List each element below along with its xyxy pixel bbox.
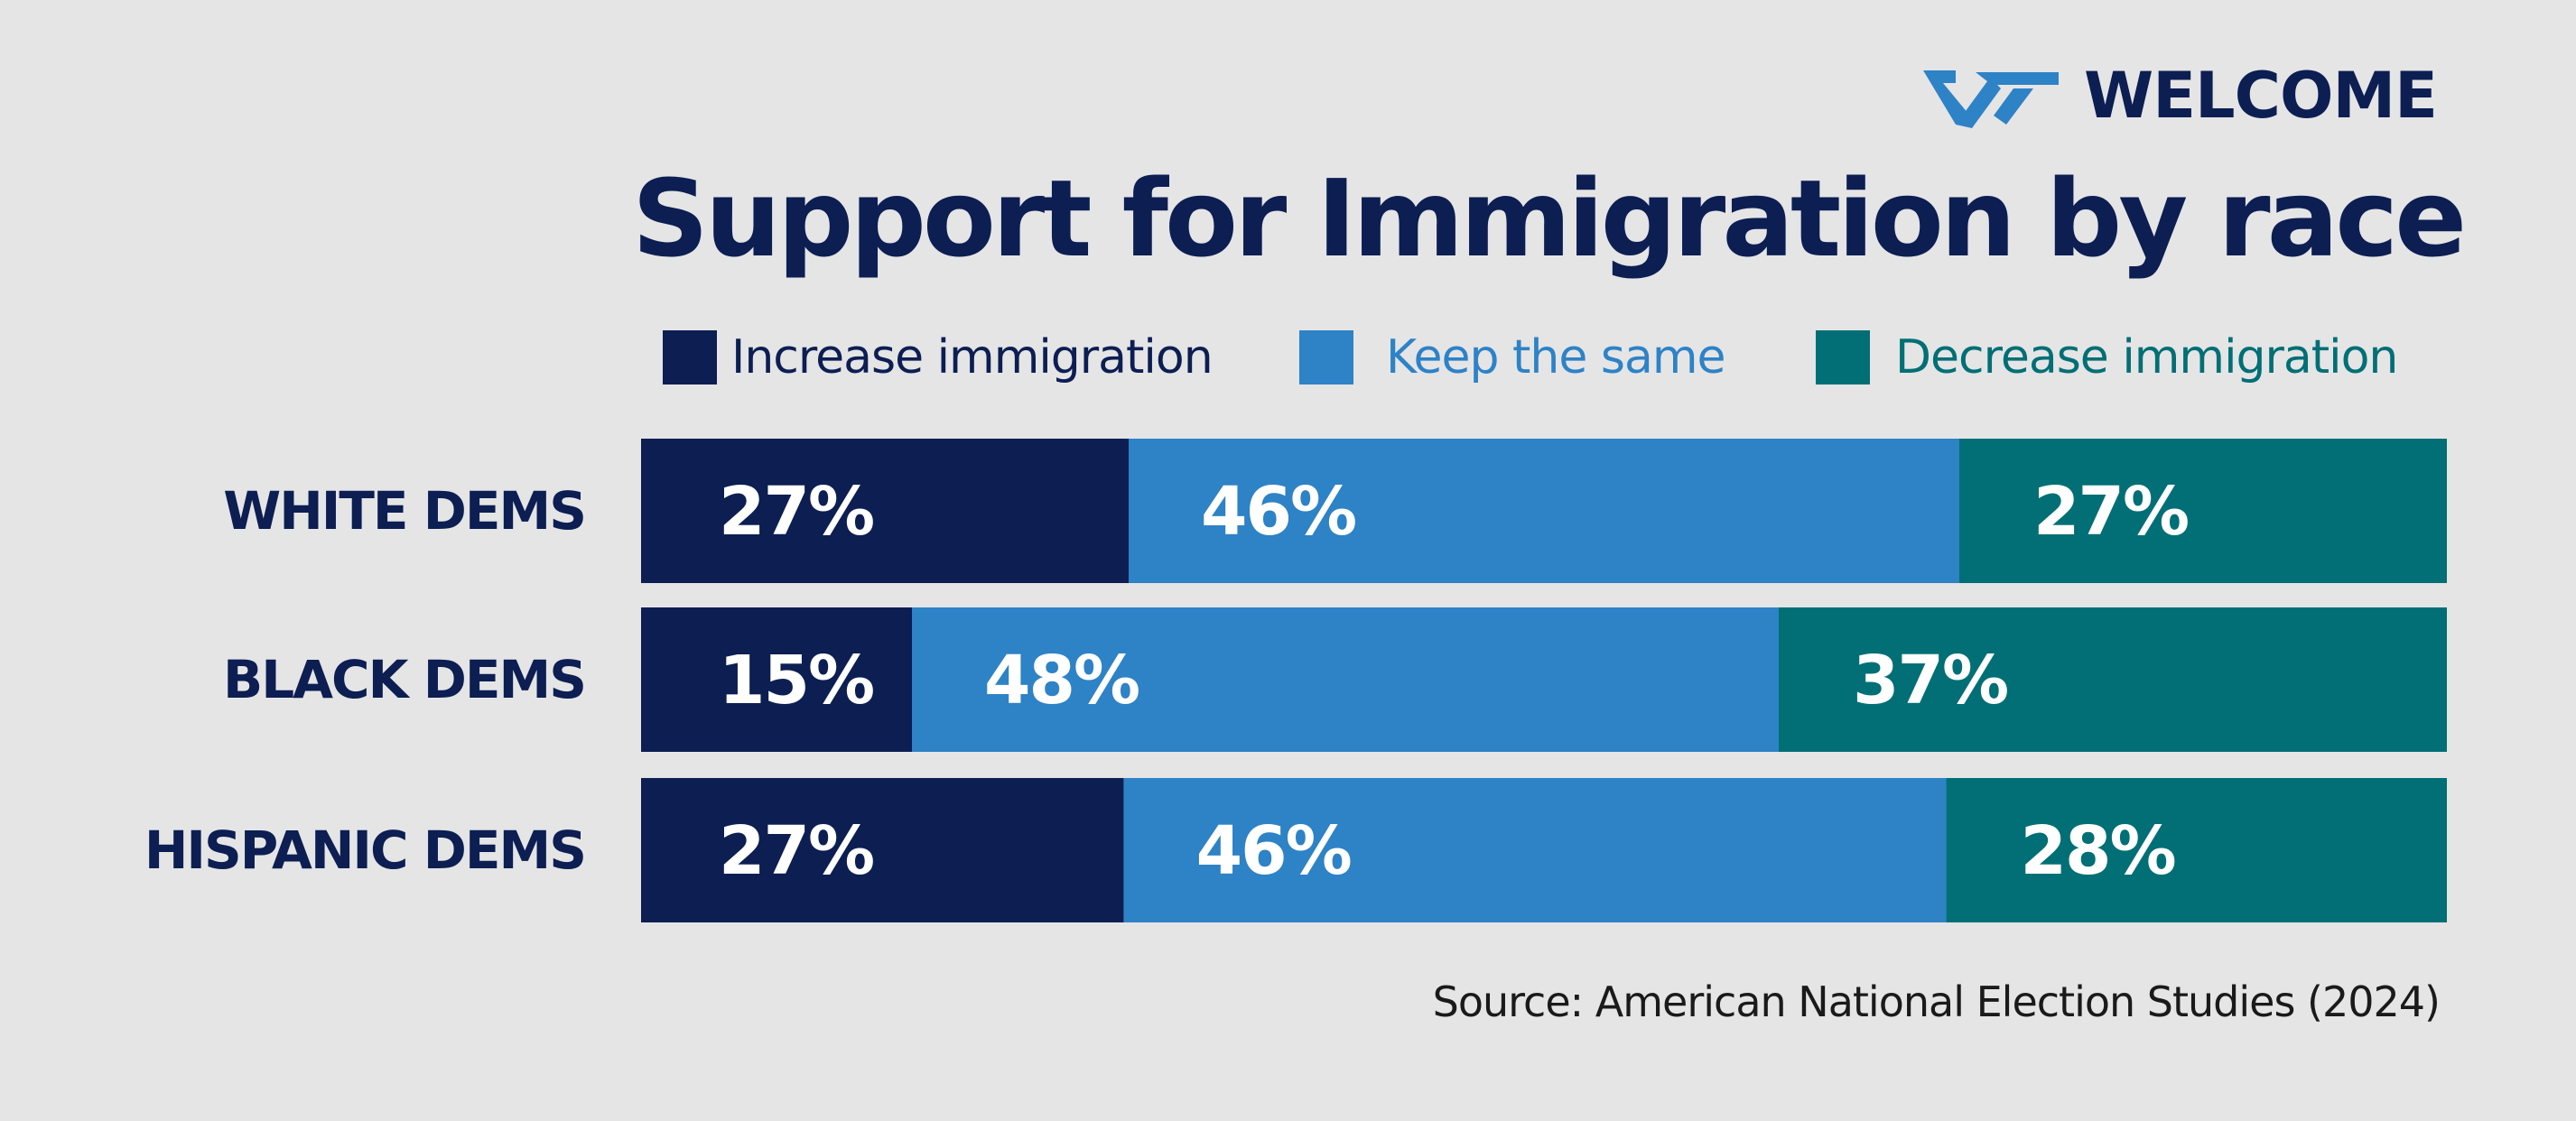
legend-swatch-decrease: [1816, 330, 1870, 384]
bar-segment: [912, 607, 1779, 752]
legend-swatch-keep: [1299, 330, 1353, 384]
bar-segment: [1946, 778, 2447, 922]
brand-logo: WELCOME: [1923, 59, 2438, 133]
data-label: 37%: [1853, 642, 2007, 719]
legend-label-keep: Keep the same: [1386, 330, 1726, 384]
data-label: 28%: [2021, 812, 2175, 890]
legend-label-increase: Increase immigration: [731, 330, 1214, 384]
data-label: 27%: [2033, 473, 2188, 551]
data-label: 15%: [719, 642, 873, 719]
data-label: 27%: [719, 473, 873, 551]
legend-label-decrease: Decrease immigration: [1895, 330, 2398, 384]
data-label: 46%: [1196, 812, 1351, 890]
bar-segment: [641, 439, 1129, 583]
bar-segment: [1959, 439, 2447, 583]
bar-segment: [1123, 778, 1947, 922]
bar-segment: [1129, 439, 1959, 583]
legend-item-decrease: Decrease immigration: [1816, 329, 2398, 386]
data-label: 48%: [984, 642, 1139, 719]
bar-segment: [1779, 607, 2447, 752]
legend-item-keep: Keep the same: [1299, 329, 1726, 386]
category-label: WHITE DEMS: [223, 480, 585, 542]
legend-swatch-increase: [663, 330, 717, 384]
brand-name: WELCOME: [2084, 59, 2438, 133]
legend-item-increase: Increase immigration: [663, 329, 1214, 386]
category-label: BLACK DEMS: [223, 649, 585, 710]
data-label: 46%: [1201, 473, 1355, 551]
category-label: HISPANIC DEMS: [144, 820, 585, 881]
source-note: Source: American National Election Studi…: [1432, 977, 2441, 1026]
bar-segment: [641, 778, 1124, 922]
chart-legend: Increase immigration Keep the same Decre…: [663, 329, 2450, 386]
chart-title: Support for Immigration by race: [632, 156, 2467, 281]
welcome-logo-mark-icon: [1923, 70, 2059, 128]
bar-segment: [641, 607, 912, 752]
data-label: 27%: [719, 812, 873, 890]
